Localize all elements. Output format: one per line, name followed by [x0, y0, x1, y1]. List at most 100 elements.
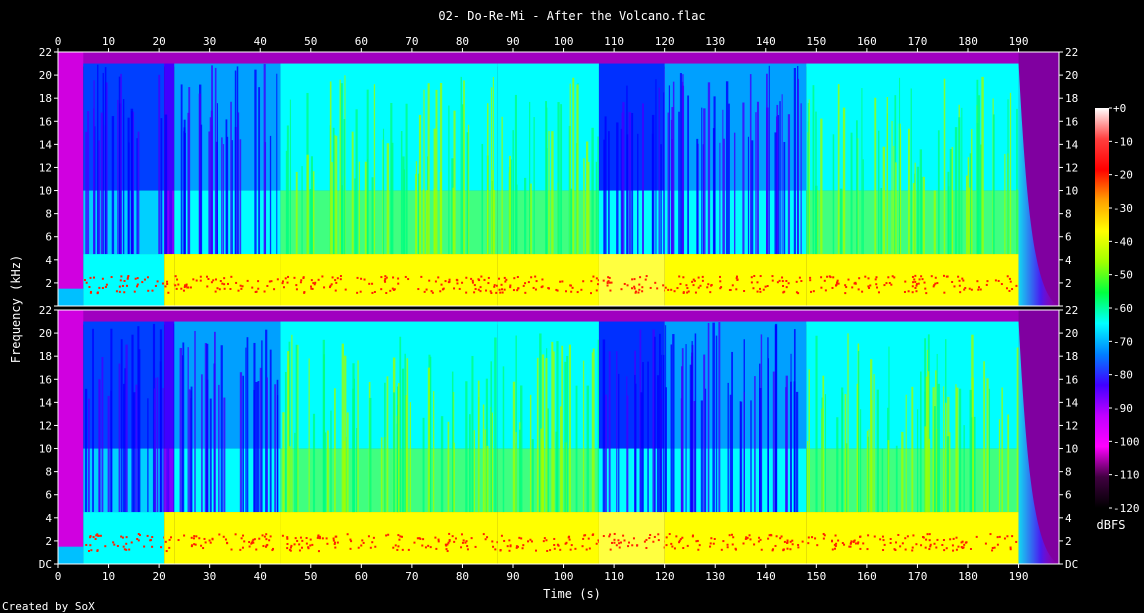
x-tick-top: 190 — [1009, 35, 1029, 48]
y-tick-right: 12 — [1065, 419, 1078, 432]
x-tick-bottom: 140 — [756, 570, 776, 583]
segment-loud — [806, 321, 1019, 564]
colorbar-tick: -50 — [1113, 269, 1133, 282]
x-tick-bottom: 20 — [152, 570, 165, 583]
y-tick-left: 6 — [45, 231, 52, 244]
segment-loud — [806, 63, 1019, 306]
y-tick-left: 12 — [39, 419, 52, 432]
y-tick-left: 10 — [39, 443, 52, 456]
segment-fade-out — [1018, 310, 1059, 564]
chart-title: 02- Do-Re-Mi - After the Volcano.flac — [438, 9, 705, 23]
y-tick-right: 2 — [1065, 535, 1072, 548]
x-tick-bottom: 160 — [857, 570, 877, 583]
channel-2-spectrogram — [57, 309, 1060, 565]
x-tick-top: 20 — [152, 35, 165, 48]
x-axis-bottom: 0 10 20 30 40 50 60 70 80 90 100 110 120 130 140 150 160… — [55, 564, 1028, 583]
y-tick-left: 12 — [39, 161, 52, 174]
segment-soft-bridge — [598, 321, 667, 564]
x-tick-bottom: 180 — [958, 570, 978, 583]
x-tick-top: 160 — [857, 35, 877, 48]
segment-quiet — [58, 52, 84, 306]
segment-quiet — [58, 310, 84, 564]
y-tick-right: 8 — [1065, 466, 1072, 479]
y-tick-left: 8 — [45, 466, 52, 479]
x-tick-bottom: 90 — [506, 570, 519, 583]
y-tick-left: DC — [39, 558, 52, 571]
cutoff-band — [58, 310, 1059, 325]
x-tick-top: 140 — [756, 35, 776, 48]
channel-panels — [57, 51, 1060, 565]
segment-gap — [164, 63, 176, 306]
segment-loud — [497, 321, 601, 564]
x-tick-bottom: 30 — [203, 570, 216, 583]
segment-moderate — [664, 321, 807, 564]
x-tick-top: 70 — [405, 35, 418, 48]
colorbar-tick: -70 — [1113, 335, 1133, 348]
x-tick-bottom: 120 — [655, 570, 675, 583]
segment-loud — [280, 321, 499, 564]
y-tick-right: 6 — [1065, 489, 1072, 502]
colorbar-tick: -30 — [1113, 202, 1133, 215]
y-tick-right: 10 — [1065, 443, 1078, 456]
x-tick-bottom: 100 — [554, 570, 574, 583]
panel-frame — [57, 309, 1060, 565]
x-tick-bottom: 110 — [604, 570, 624, 583]
x-tick-top: 170 — [908, 35, 928, 48]
y-tick-right: 18 — [1065, 92, 1078, 105]
x-tick-bottom: 70 — [405, 570, 418, 583]
x-tick-bottom: 0 — [55, 570, 62, 583]
y-tick-right: 8 — [1065, 208, 1072, 221]
channel-1-spectrogram — [57, 51, 1060, 307]
y-tick-left: 20 — [39, 69, 52, 82]
segment-soft-intro — [83, 63, 165, 306]
x-tick-top: 0 — [55, 35, 62, 48]
y-tick-left: 14 — [39, 396, 53, 409]
x-tick-top: 180 — [958, 35, 978, 48]
x-tick-bottom: 150 — [806, 570, 826, 583]
y-tick-left: 4 — [45, 512, 52, 525]
y-tick-right: 12 — [1065, 161, 1078, 174]
x-tick-bottom: 60 — [355, 570, 368, 583]
y-tick-left: 2 — [45, 535, 52, 548]
y-tick-right: 20 — [1065, 327, 1078, 340]
segment-moderate — [664, 63, 807, 306]
y-tick-left: 20 — [39, 327, 52, 340]
y-tick-right: 14 — [1065, 138, 1079, 151]
y-tick-right: 10 — [1065, 185, 1078, 198]
y-tick-right: 18 — [1065, 350, 1078, 363]
y-tick-left: 22 — [39, 46, 52, 59]
x-tick-top: 10 — [102, 35, 115, 48]
segment-loud — [280, 63, 498, 306]
x-tick-bottom: 40 — [254, 570, 267, 583]
x-tick-top: 80 — [456, 35, 469, 48]
segment-gap — [164, 321, 176, 564]
colorbar-tick: -100 — [1113, 435, 1140, 448]
y-tick-left: 14 — [39, 138, 53, 151]
y-tick-right: 16 — [1065, 373, 1078, 386]
x-tick-bottom: 80 — [456, 570, 469, 583]
x-tick-top: 150 — [806, 35, 826, 48]
y-tick-right: 4 — [1065, 254, 1072, 267]
y-tick-right: 6 — [1065, 231, 1072, 244]
segment-fade-out — [1018, 52, 1059, 306]
colorbar-tick: -40 — [1113, 235, 1133, 248]
x-tick-bottom: 50 — [304, 570, 317, 583]
y-tick-right: 16 — [1065, 115, 1078, 128]
panel-frame — [57, 51, 1060, 307]
x-tick-top: 30 — [203, 35, 216, 48]
x-tick-top: 60 — [355, 35, 368, 48]
colorbar: +0 -10 -20 -30 -40 -50 -60 -70 -80 -90 -100 -110 -12… — [1095, 102, 1140, 515]
y-tick-left: 10 — [39, 185, 52, 198]
y-tick-right: 14 — [1065, 396, 1079, 409]
colorbar-tick: -90 — [1113, 402, 1133, 415]
y-tick-left: 6 — [45, 489, 52, 502]
y-tick-left: 8 — [45, 208, 52, 221]
y-tick-left: 2 — [45, 277, 52, 290]
segment-soft-bridge — [598, 63, 667, 306]
segment-moderate — [174, 321, 281, 564]
colorbar-tick: -10 — [1113, 135, 1133, 148]
x-tick-top: 130 — [705, 35, 725, 48]
y-tick-right: 22 — [1065, 304, 1078, 317]
